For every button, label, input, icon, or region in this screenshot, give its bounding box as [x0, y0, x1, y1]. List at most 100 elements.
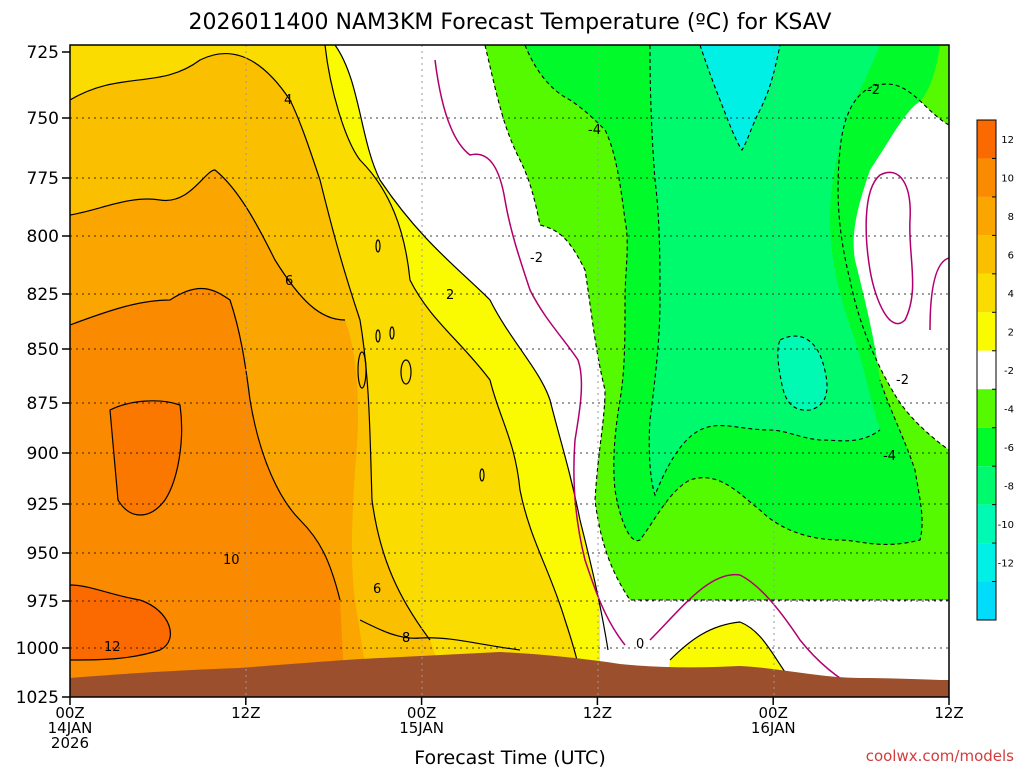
colorbar-swatch [977, 235, 996, 274]
terrain [70, 652, 949, 697]
colorbar-swatch [977, 350, 996, 390]
contour-label: -2 [896, 373, 909, 388]
band-gt-12-b [110, 400, 182, 515]
x-tick-label: 12Z [583, 704, 612, 722]
band-10-12 [70, 288, 345, 697]
contour-label: 2 [446, 288, 454, 303]
colorbar-swatch [977, 504, 996, 544]
contour-lines [70, 45, 786, 697]
contour-island-c [375, 329, 381, 343]
chart-title: 2026011400 NAM3KM Forecast Temperature (… [189, 10, 832, 35]
x-tick-label: 16JAN [751, 719, 796, 737]
zero-line-lower [649, 573, 861, 691]
x-tick-label: 14JAN [48, 719, 93, 737]
contour-line-6 [289, 99, 431, 641]
y-tick-label: 825 [27, 285, 59, 305]
vertical-gridlines [245, 45, 775, 697]
credit-text: coolwx.com/models [866, 747, 1014, 765]
y-tick-label: 925 [27, 495, 59, 515]
contour-island-e [375, 239, 381, 253]
y-tick-label: 725 [27, 43, 59, 63]
colorbar-tick-label: -2 [1004, 366, 1014, 377]
colorbar-tick-label: 4 [1008, 289, 1014, 300]
contour-label: 12 [104, 640, 121, 655]
colorbar-swatch [977, 581, 996, 620]
band-neg8-neg10 [777, 336, 827, 411]
colorbar-swatch [977, 312, 996, 351]
colorbar-swatch [977, 427, 996, 467]
y-tick-label: 750 [27, 109, 59, 129]
colorbar-swatch [977, 273, 996, 313]
contour-label: 10 [223, 553, 240, 568]
contour-line-neg10 [699, 45, 781, 152]
zero-line-loop [865, 171, 914, 325]
y-tick-label: 850 [27, 340, 59, 360]
plot-border [69, 44, 950, 698]
contour-line-12 [70, 584, 171, 661]
zero-contour [434, 59, 949, 691]
contour-line-8 [70, 287, 341, 601]
y-tick-label: 1000 [16, 639, 59, 659]
contour-line-2 [334, 45, 609, 651]
x-tick-label: 00Z [407, 704, 436, 722]
contour-line-4-upper [70, 52, 291, 101]
colorbar: 12 10 8 6 4 2 -2 -4 -6 -8 -10 -12 [976, 119, 1014, 621]
contour-line-4 [324, 45, 586, 697]
contour-line-8-lower [359, 619, 521, 651]
y-tick-label: 1025 [16, 688, 59, 708]
band-neg10-neg12 [700, 45, 780, 150]
x-tick-label: 00Z [55, 704, 84, 722]
y-tick-label: 975 [27, 592, 59, 612]
y-tick-label: 900 [27, 444, 59, 464]
x-tick-label: 2026 [51, 734, 89, 752]
colorbar-swatch [977, 196, 996, 236]
colorbar-tick-label: -12 [998, 558, 1014, 569]
x-tick-label: 15JAN [399, 719, 444, 737]
colorbar-tick-label: -10 [998, 520, 1014, 531]
contour-line-neg2 [484, 45, 949, 601]
colorbar-swatch [977, 389, 996, 428]
y-tick-label: 775 [27, 169, 59, 189]
band-gt-12 [70, 585, 171, 660]
contour-label: 0 [636, 637, 644, 652]
contour-label: -4 [588, 123, 601, 138]
colorbar-tick-label: -6 [1004, 443, 1014, 454]
contour-island-a [357, 351, 367, 389]
y-tick-label: 875 [27, 394, 59, 414]
contour-island-d [389, 326, 395, 340]
colorbar-tick-label: 12 [1001, 135, 1014, 146]
colorbar-border [976, 119, 997, 621]
contour-label: 4 [284, 93, 292, 108]
contour-line-neg2-right [837, 83, 949, 451]
colorbar-tick-label: 2 [1008, 328, 1014, 339]
contour-label: -4 [883, 449, 896, 464]
contour-label: 8 [402, 631, 410, 646]
gridlines [70, 117, 949, 649]
x-tick-label: 12Z [934, 704, 963, 722]
contour-label: -2 [530, 251, 543, 266]
x-tick-label: 00Z [759, 704, 788, 722]
zero-line-main [434, 59, 626, 646]
contour-label: -2 [867, 83, 880, 98]
colorbar-swatch [977, 120, 996, 159]
contour-island-b [400, 359, 412, 385]
colorbar-swatch [977, 158, 996, 197]
contour-line-neg4 [524, 45, 923, 545]
x-tick-label: 12Z [231, 704, 260, 722]
contour-labels: 4 6 2 10 6 8 12 -4 -2 -2 -2 -4 0 [104, 83, 909, 655]
colorbar-tick-label: 6 [1008, 251, 1014, 262]
colorbar-swatch [977, 466, 996, 505]
y-tick-label: 800 [27, 227, 59, 247]
colorbar-tick-label: -8 [1004, 481, 1014, 492]
colorbar-tick-label: 8 [1008, 212, 1014, 223]
contour-line-10 [109, 400, 183, 516]
colorbar-swatch [977, 543, 996, 582]
y-tick-label: 950 [27, 544, 59, 564]
y-axis: 725 750 775 800 825 850 875 900 925 950 975 1000 102… [16, 43, 70, 708]
contour-island-f [479, 468, 485, 482]
x-axis-label: Forecast Time (UTC) [414, 747, 605, 768]
contour-label: 6 [285, 274, 293, 289]
contour-warm-pocket [669, 621, 786, 673]
